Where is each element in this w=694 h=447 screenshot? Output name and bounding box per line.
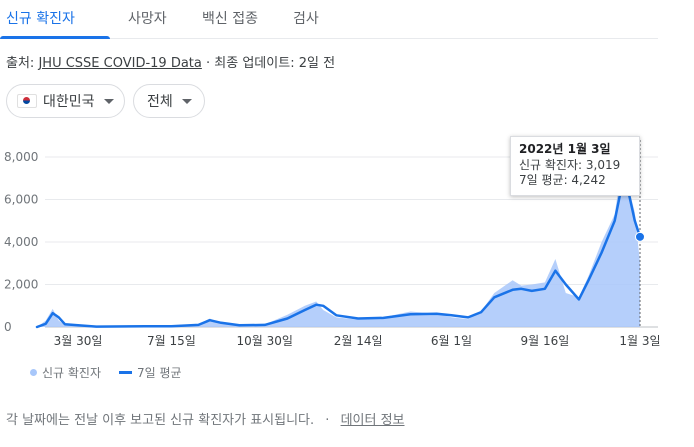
source-link[interactable]: JHU CSSE COVID-19 Data	[38, 56, 202, 71]
korea-flag-icon	[17, 94, 37, 108]
tab-deaths[interactable]: 사망자	[128, 8, 167, 28]
region-dropdown-label: 대한민국	[43, 94, 95, 110]
daily-cases-area	[36, 161, 640, 327]
seven-day-average-series	[35, 181, 642, 329]
chart-tooltip: 2022년 1월 3일 신규 확진자: 3,019 7일 평균: 4,242	[510, 136, 640, 196]
tooltip-seven-day-average: 7일 평균: 4,242	[519, 173, 606, 187]
x-tick-label: 2월 14일	[334, 334, 383, 348]
data-info-link[interactable]: 데이터 정보	[340, 413, 405, 428]
source-separator: ·	[206, 56, 211, 71]
range-dropdown-label: 전체	[147, 94, 173, 110]
y-tick-label: 0	[4, 320, 12, 334]
tab-new-cases-label: 신규 확진자	[6, 11, 75, 27]
legend-line-label: 7일 평균	[137, 366, 182, 380]
caret-down-icon	[103, 98, 114, 104]
region-dropdown[interactable]: 대한민국	[6, 84, 125, 118]
active-tab-indicator	[0, 36, 110, 39]
tab-testing[interactable]: 검사	[293, 8, 319, 28]
tab-bar: 신규 확진자 사망자 백신 접종 검사	[0, 0, 658, 39]
footnote: 각 날짜에는 전날 이후 보고된 신규 확진자가 표시됩니다. · 데이터 정보	[6, 409, 405, 428]
y-axis-labels: 8,000 6,000 4,000 2,000 0	[4, 150, 38, 334]
x-tick-label: 9월 16일	[520, 334, 569, 348]
tab-deaths-label: 사망자	[128, 11, 167, 27]
tab-vaccinations-label: 백신 접종	[202, 11, 258, 27]
range-dropdown[interactable]: 전체	[133, 84, 205, 118]
x-tick-label: 6월 1일	[431, 334, 472, 348]
legend-bars-swatch	[30, 369, 37, 376]
x-axis-labels: 3월 30일 7월 15일 10월 30일 2월 14일 6월 1일 9월 16일 1월 3…	[54, 334, 661, 348]
caret-down-icon	[181, 98, 192, 104]
cases-chart[interactable]: 8,000 6,000 4,000 2,000 0 3월 30일 7월 15일 10월 30…	[0, 130, 694, 360]
hover-marker	[635, 140, 645, 327]
source-line: 출처: JHU CSSE COVID-19 Data · 최종 업데이트: 2일…	[6, 52, 335, 71]
y-tick-label: 2,000	[4, 278, 38, 292]
x-tick-label: 1월 3일	[619, 334, 660, 348]
tooltip-date: 2022년 1월 3일	[519, 142, 611, 156]
x-tick-label: 3월 30일	[54, 334, 103, 348]
daily-cases-series	[36, 161, 640, 327]
tab-new-cases[interactable]: 신규 확진자	[6, 8, 75, 28]
hover-point	[635, 231, 645, 242]
legend-line-swatch	[119, 371, 133, 374]
y-tick-label: 8,000	[4, 150, 38, 164]
x-tick-label: 7월 15일	[147, 334, 196, 348]
y-tick-label: 4,000	[4, 235, 38, 249]
legend-bars-label: 신규 확진자	[42, 366, 102, 380]
source-prefix: 출처:	[6, 56, 35, 71]
footnote-separator: ·	[325, 413, 330, 428]
tooltip-new-cases: 신규 확진자: 3,019	[519, 158, 621, 172]
last-updated-text: 최종 업데이트: 2일 전	[214, 56, 336, 71]
x-tick-label: 10월 30일	[237, 334, 293, 348]
tab-testing-label: 검사	[293, 11, 319, 27]
seven-day-average-line	[35, 181, 642, 329]
chart-legend: 신규 확진자 7일 평균	[30, 364, 182, 381]
y-tick-label: 6,000	[4, 193, 38, 207]
tab-vaccinations[interactable]: 백신 접종	[202, 8, 258, 28]
footnote-text: 각 날짜에는 전날 이후 보고된 신규 확진자가 표시됩니다.	[6, 413, 315, 428]
